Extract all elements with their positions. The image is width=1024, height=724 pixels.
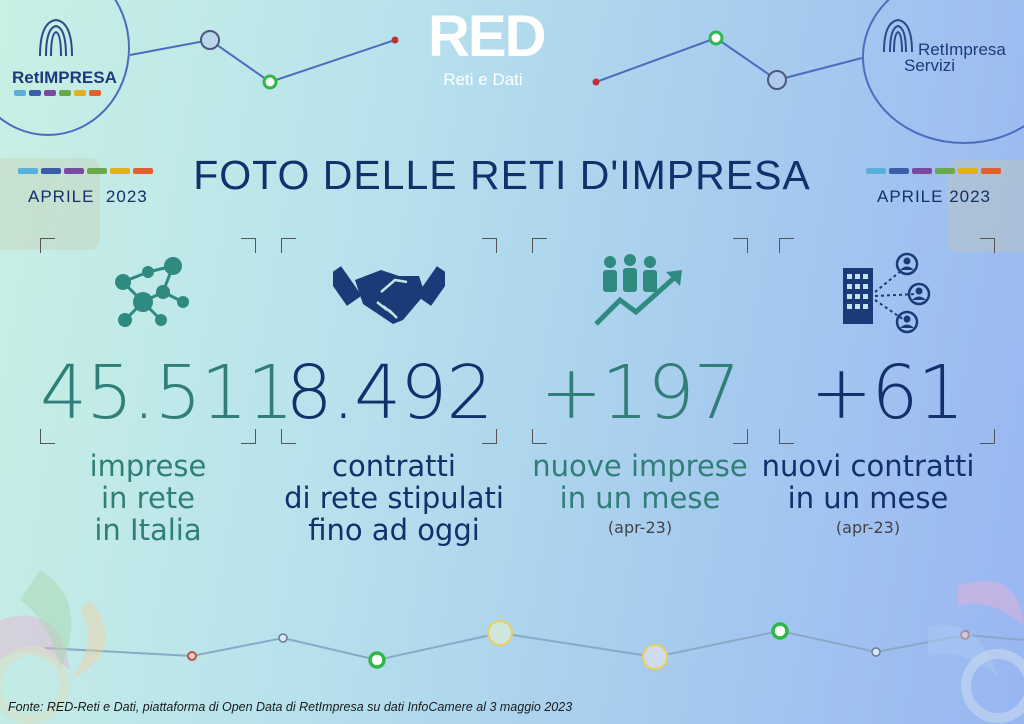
logo-red-main: RED <box>428 4 546 69</box>
date-right: APRILE 2023 <box>877 187 992 206</box>
date-left: APRILE 2023 <box>28 187 148 206</box>
logo-red-sub: Reti e Dati <box>443 70 523 89</box>
corner-bracket <box>281 429 296 444</box>
stat-imprese-in-rete: 45.511 <box>40 238 294 444</box>
corner-bracket <box>482 429 497 444</box>
logo-left-icon <box>39 18 73 57</box>
stat-label-imprese: imprese in rete in Italia <box>28 450 268 546</box>
stat-label-nuovi-contratti: nuovi contratti in un mese (apr-23) <box>748 450 988 538</box>
handshake-icon <box>333 266 445 324</box>
decorative-bottom-line <box>44 620 1024 670</box>
stat-label-line: in un mese <box>559 481 721 515</box>
stat-label-line: in rete <box>101 481 195 515</box>
building-network-icon <box>843 252 931 334</box>
date-right-strip <box>866 168 1001 174</box>
logo-right-text-2: Servizi <box>904 56 956 75</box>
stat-value: +61 <box>810 350 964 436</box>
stat-label-line: imprese <box>89 449 207 483</box>
logo-right-text-1: RetImpresa <box>918 40 1006 59</box>
stat-label-contratti: contratti di rete stipulati fino ad oggi <box>274 450 514 546</box>
corner-bracket <box>532 238 547 253</box>
corner-bracket <box>980 429 995 444</box>
network-people-icon <box>115 257 189 327</box>
decorative-top-line <box>129 30 863 90</box>
stat-sub: (apr-23) <box>835 518 901 537</box>
stat-label-line: in Italia <box>94 513 202 547</box>
stat-contratti-di-rete: 8.492 <box>281 238 497 444</box>
corner-bracket <box>241 238 256 253</box>
logo-left-text: RetIMPRESA <box>12 68 117 87</box>
stat-label-line: di rete stipulati <box>284 481 504 515</box>
footer-source: Fonte: RED-Reti e Dati, piattaforma di O… <box>8 700 573 714</box>
corner-bracket <box>281 238 296 253</box>
corner-bracket <box>482 238 497 253</box>
camera-decoration-right <box>948 160 1024 252</box>
logo-right-icon <box>883 18 913 53</box>
date-left-strip <box>18 168 153 174</box>
stat-sub: (apr-23) <box>607 518 673 537</box>
stat-value: +197 <box>540 350 740 436</box>
stat-label-nuove-imprese: nuove imprese in un mese (apr-23) <box>520 450 760 538</box>
stat-value: 8.492 <box>285 350 494 436</box>
corner-bracket <box>40 429 55 444</box>
stat-label-line: nuovi contratti <box>761 449 975 483</box>
stat-value: 45.511 <box>40 350 294 436</box>
people-growth-icon <box>594 254 682 326</box>
corner-bracket <box>980 238 995 253</box>
stat-nuovi-contratti: +61 <box>779 238 995 444</box>
corner-bracket <box>733 429 748 444</box>
stat-label-line: fino ad oggi <box>308 513 480 547</box>
stat-label-line: nuove imprese <box>532 449 748 483</box>
page-title: FOTO DELLE RETI D'IMPRESA <box>193 152 811 198</box>
corner-bracket <box>532 429 547 444</box>
corner-bracket <box>241 429 256 444</box>
corner-bracket <box>40 238 55 253</box>
stat-nuove-imprese: +197 <box>532 238 748 444</box>
decorative-swirl-right <box>928 581 1024 723</box>
corner-bracket <box>779 429 794 444</box>
corner-bracket <box>779 238 794 253</box>
stat-label-line: in un mese <box>787 481 949 515</box>
logo-red: RED Reti e Dati <box>428 4 546 90</box>
logo-left-strip <box>14 90 101 96</box>
decorative-swirl-left <box>0 570 106 724</box>
corner-bracket <box>733 238 748 253</box>
stat-label-line: contratti <box>332 449 456 483</box>
